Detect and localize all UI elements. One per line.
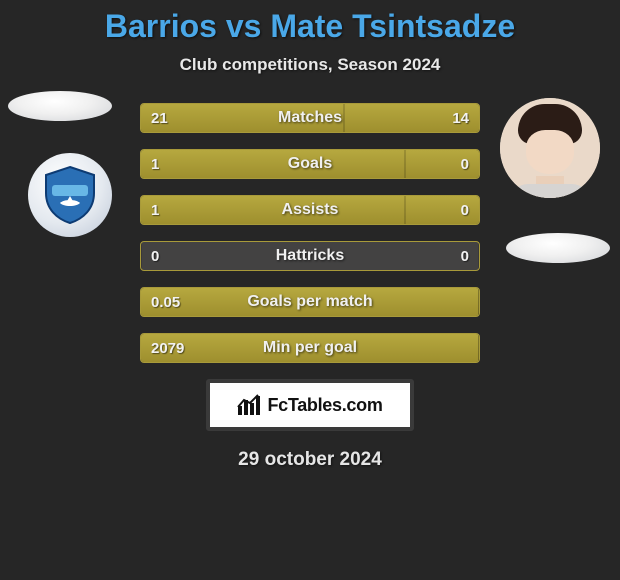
- shield-icon: [38, 163, 102, 227]
- fctables-label: FcTables.com: [267, 395, 382, 416]
- stat-row: 0 0Hattricks: [140, 241, 480, 271]
- stat-value-right: 0: [451, 150, 479, 178]
- stat-value-right: 0: [451, 196, 479, 224]
- stats-list: 2114Matches10Goals10Assists00Hattricks0.…: [140, 103, 480, 363]
- stat-label: Hattricks: [141, 242, 479, 270]
- bar-right: [478, 288, 479, 316]
- stat-value-left: 0.05: [141, 288, 190, 316]
- stat-value-left: 1: [141, 150, 169, 178]
- subtitle: Club competitions, Season 2024: [0, 55, 620, 75]
- page-title: Barrios vs Mate Tsintsadze: [0, 8, 620, 45]
- stat-value-left: 0: [141, 242, 169, 270]
- left-player-placeholder-ellipse: [8, 91, 112, 121]
- stat-value-left: 21: [141, 104, 178, 132]
- left-club-badge: [28, 153, 112, 237]
- stat-value-right: 0: [451, 242, 479, 270]
- fctables-watermark: FcTables.com: [206, 379, 414, 431]
- stat-row: 10Assists: [140, 195, 480, 225]
- bar-left: [141, 196, 405, 224]
- stat-row: 10Goals: [140, 149, 480, 179]
- stat-row: 2079Min per goal: [140, 333, 480, 363]
- middle-section: 2114Matches10Goals10Assists00Hattricks0.…: [0, 103, 620, 363]
- date-label: 29 october 2024: [0, 449, 620, 471]
- comparison-card: Barrios vs Mate Tsintsadze Club competit…: [0, 0, 620, 471]
- bar-right: [478, 334, 479, 362]
- stat-value-left: 1: [141, 196, 169, 224]
- stat-row: 0.05Goals per match: [140, 287, 480, 317]
- right-club-placeholder-ellipse: [506, 233, 610, 263]
- fctables-logo-icon: [237, 394, 261, 416]
- right-player-avatar: [500, 98, 600, 198]
- stat-row: 2114Matches: [140, 103, 480, 133]
- bar-left: [141, 288, 479, 316]
- stat-value-right: 14: [442, 104, 479, 132]
- bar-left: [141, 150, 405, 178]
- avatar-face-icon: [500, 98, 600, 198]
- stat-value-left: 2079: [141, 334, 194, 362]
